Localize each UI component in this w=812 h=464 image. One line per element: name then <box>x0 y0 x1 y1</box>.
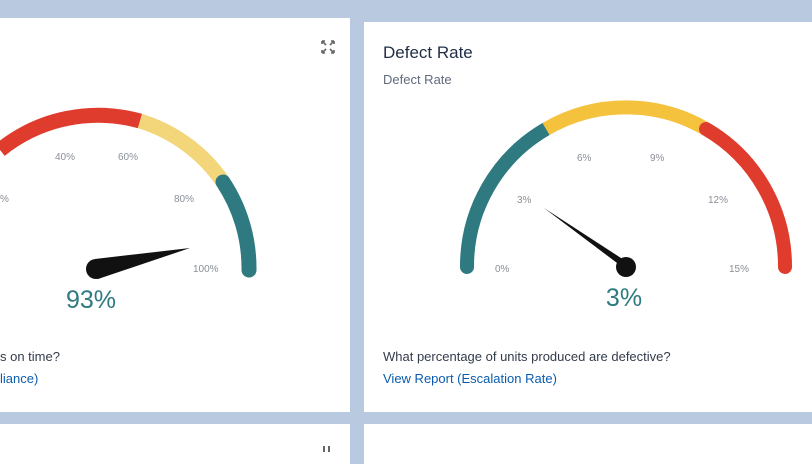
tick-label-9: 9% <box>650 153 665 164</box>
tick-label-40: 40% <box>55 152 75 163</box>
gauge-card-defect-rate: Defect Rate Defect Rate 0% 3% 6% 9% 12% … <box>364 22 812 412</box>
tick-label-60: 60% <box>118 152 138 163</box>
drag-handle-icon[interactable] <box>322 440 332 458</box>
dashboard-card-bottom-right <box>364 424 812 464</box>
tick-label-100: 100% <box>193 264 219 275</box>
gauge-band-red <box>699 122 793 274</box>
tick-label-6: 6% <box>577 153 592 164</box>
gauge-card-on-time: 40% 60% 80% 100% % 93% s on time? liance… <box>0 18 350 412</box>
gauge-band-teal <box>459 122 553 274</box>
view-report-link[interactable]: View Report (Escalation Rate) <box>383 371 557 386</box>
gauge-band-teal <box>215 174 257 278</box>
gauge-needle <box>544 208 636 277</box>
tick-label-12: 12% <box>708 195 728 206</box>
gauge-question: s on time? <box>0 349 60 364</box>
expand-icon[interactable] <box>321 40 335 59</box>
tick-label-0: 0% <box>495 264 510 275</box>
gauge-value: 3% <box>606 284 642 312</box>
card-title: Defect Rate <box>383 43 473 62</box>
dashboard-card-bottom-left <box>0 424 350 464</box>
on-time-gauge: 40% 60% 80% 100% % 93% <box>0 107 257 314</box>
gauge-band-yellow <box>542 100 710 136</box>
card-subtitle: Defect Rate <box>383 72 452 87</box>
defect-rate-gauge: 0% 3% 6% 9% 12% 15% 3% <box>459 100 793 312</box>
gauge-value: 93% <box>66 286 116 314</box>
gauge-question: What percentage of units produced are de… <box>383 349 671 364</box>
tick-label-15: 15% <box>729 264 749 275</box>
tick-label-3: 3% <box>517 195 532 206</box>
gauge-band-light-yellow <box>137 113 230 187</box>
tick-label-partial: % <box>0 194 9 205</box>
gauge-needle <box>86 248 190 279</box>
gauge-band-red <box>0 107 143 156</box>
tick-label-80: 80% <box>174 194 194 205</box>
view-report-link[interactable]: liance) <box>0 371 39 386</box>
